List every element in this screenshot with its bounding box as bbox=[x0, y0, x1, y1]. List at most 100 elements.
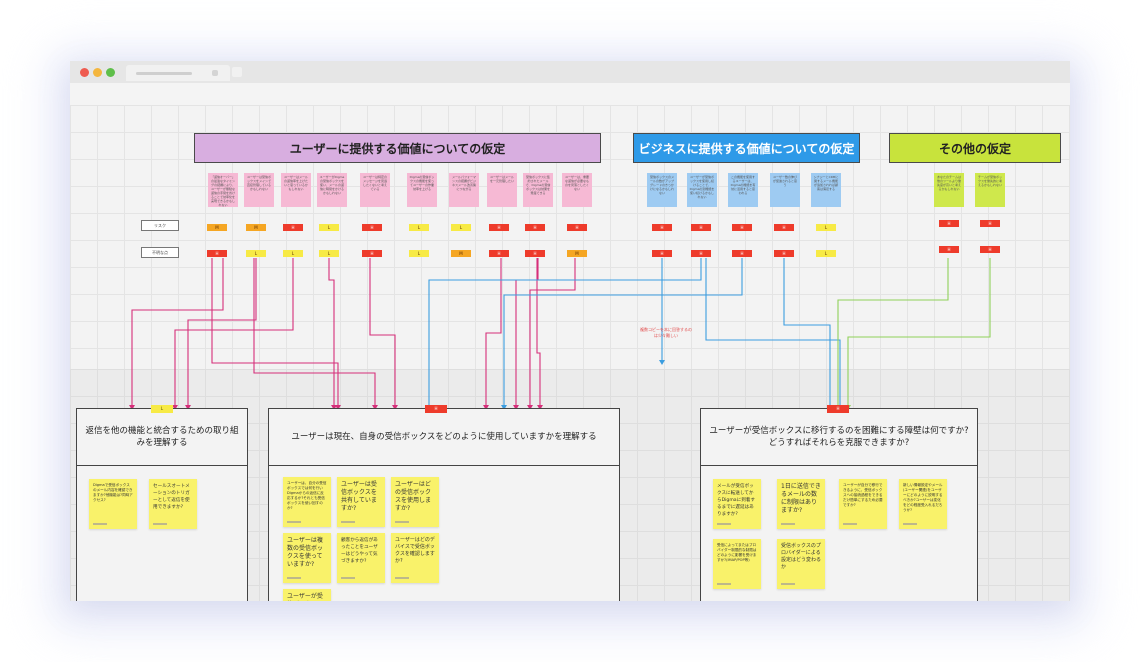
frame-3-note-2[interactable]: 1日に送信できるメールの数に制限はありますか? bbox=[777, 479, 825, 529]
hypothesis-note-business-4[interactable]: ユーザー数の伸びが促進されると思う bbox=[770, 173, 800, 207]
frame-2-note-4[interactable]: ユーザーは複数の受信ボックスを使っていますか? bbox=[283, 533, 331, 583]
title-bar bbox=[70, 61, 1070, 83]
risk-tag-user-5: H bbox=[362, 224, 382, 231]
frame-2-title: ユーザーは現在、自身の受信ボックスをどのように使用していますかを理解する bbox=[269, 409, 619, 466]
hypothesis-note-user-1[interactable]: 「返信オーバー」の最適なタイミングの把握により、ユーザーが無駄な返信の手間を省け… bbox=[208, 173, 238, 207]
note-text: メールが受信ボックスに転送してからDigmaに到着するまでに遅延はありますか? bbox=[717, 484, 755, 517]
uncertainty-tag-business-4: H bbox=[774, 250, 794, 257]
whiteboard-canvas[interactable]: ユーザーに提供する価値についての仮定 ビジネスに提供する価値についての仮定 その… bbox=[70, 105, 1070, 601]
uncertainty-tag-business-1: H bbox=[652, 250, 672, 257]
toolbar bbox=[70, 83, 1070, 105]
frame-1-tag: L bbox=[151, 405, 173, 413]
note-author bbox=[717, 523, 731, 525]
hypothesis-note-user-2[interactable]: ユーザーは受信ボックスをメインで直接管理しているかもしれない bbox=[244, 173, 274, 207]
frame-3-note-3[interactable]: ユーザーが自分で移行できるように、受信ボックスへの接続過程をできるだけ簡単にする… bbox=[839, 479, 887, 529]
hypothesis-note-business-2[interactable]: ユーザーが受信ボックスを使用し続けることで、Digmaの別機能を使い続けるかもし… bbox=[687, 173, 717, 207]
hypothesis-note-other-1[interactable]: あなたのチームは他のツールより優先度が高いと考えるかもしれない bbox=[934, 173, 964, 207]
note-author bbox=[153, 523, 167, 525]
uncertainty-tag-user-1: H bbox=[207, 250, 227, 257]
frame-2-note-2[interactable]: ユーザーは受信ボックスを共有していますか? bbox=[337, 477, 385, 527]
frame-3-note-5[interactable]: 受信によってまたはプロバイダー制限的な制限はどのように影響を受けますか?(IMA… bbox=[713, 539, 761, 589]
risk-tag-business-2: H bbox=[691, 224, 711, 231]
risk-tag-user-4: L bbox=[319, 224, 339, 231]
tab-close-icon[interactable] bbox=[212, 70, 218, 76]
minimize-window-icon[interactable] bbox=[93, 68, 102, 77]
note-text: 顧客から返信があったことをユーザーはどうやって気づきますか? bbox=[341, 538, 378, 564]
risk-tag-business-4: H bbox=[774, 224, 794, 231]
hypothesis-note-user-7[interactable]: メールパフォーマンスの把握がビジネスメール改善策につながる bbox=[449, 173, 479, 207]
note-text: ユーザーはどの受信ボックスを使用しますか? bbox=[395, 481, 432, 512]
note-text: 受信ボックスのプロバイダーによる設定はどう変わるか bbox=[781, 543, 822, 570]
note-text: ユーザーはどのデバイスで受信ボックスを確認しますか? bbox=[395, 537, 435, 564]
uncertainty-tag-user-9: H bbox=[525, 250, 545, 257]
frame-2-note-7[interactable]: ユーザーが受信ボックスを… bbox=[283, 589, 331, 601]
uncertainty-tag-user-4: L bbox=[319, 250, 339, 257]
research-frame-3[interactable]: H ユーザーが受信ボックスに移行するのを困難にする障壁は何ですか? どうすればそ… bbox=[700, 405, 978, 601]
hypothesis-note-user-3[interactable]: ユーザーはメールの返信率を上げたいと思っているかもしれない bbox=[281, 173, 311, 207]
note-text: 受信によってまたはプロバイダー制限的な制限はどのように影響を受けますか?(IMA… bbox=[717, 543, 757, 562]
uncertainty-tag-business-5: L bbox=[816, 250, 836, 257]
note-text: ユーザーは、自分の受信ボックスでは何を行いDigmaからの返信に反応するか?それ… bbox=[287, 481, 327, 510]
frame-3-tag: H bbox=[827, 405, 849, 413]
frame-3-note-4[interactable]: 新しい情報設定やメール(ユーザー関連)をユーザーにどのように説明するべきか?ユー… bbox=[899, 479, 947, 529]
hypothesis-note-user-4[interactable]: ユーザーがDigmaの受信ボックスを使い、メールの返信に時間をかけるかもしれない bbox=[317, 173, 347, 207]
note-text: Digmaで受信ボックスのメール内容を確認できますか?他機能は?同時アクセス? bbox=[93, 483, 133, 502]
header-user-value[interactable]: ユーザーに提供する価値についての仮定 bbox=[194, 133, 601, 163]
frame-2-note-1[interactable]: ユーザーは、自分の受信ボックスでは何を行いDigmaからの返信に反応するか?それ… bbox=[283, 477, 331, 527]
frame-2-note-3[interactable]: ユーザーはどの受信ボックスを使用しますか? bbox=[391, 477, 439, 527]
uncertainty-tag-other-1: H bbox=[939, 246, 959, 253]
risk-tag-user-6: L bbox=[409, 224, 429, 231]
note-author bbox=[287, 521, 301, 523]
browser-tab[interactable] bbox=[126, 65, 230, 81]
risk-tag-user-8: H bbox=[489, 224, 509, 231]
risk-tag-business-5: L bbox=[816, 224, 836, 231]
risk-tag-user-3: H bbox=[283, 224, 303, 231]
uncertainty-tag-user-3: L bbox=[283, 250, 303, 257]
close-window-icon[interactable] bbox=[80, 68, 89, 77]
header-other[interactable]: その他の仮定 bbox=[889, 133, 1061, 163]
uncertainty-tag-user-8: H bbox=[489, 250, 509, 257]
frame-2-note-6[interactable]: ユーザーはどのデバイスで受信ボックスを確認しますか? bbox=[391, 533, 439, 583]
hypothesis-note-other-2[interactable]: チームが受信ボックスを優先的に考えるかもしれない bbox=[975, 173, 1005, 207]
tab-title-placeholder bbox=[136, 72, 192, 75]
hypothesis-note-user-5[interactable]: ユーザーは特定のメッセージを見逃したくないと考えている bbox=[360, 173, 390, 207]
note-author bbox=[781, 523, 795, 525]
hypothesis-note-business-3[interactable]: この機能を使用するユーザーは、Digmaの機能を有効に活用すると思われる bbox=[728, 173, 758, 207]
risk-tag-user-7: L bbox=[451, 224, 471, 231]
note-author bbox=[93, 523, 107, 525]
hypothesis-note-user-8[interactable]: ユーザーはメールを一元管理したい bbox=[487, 173, 517, 207]
hypothesis-note-user-10[interactable]: ユーザーは、重要な返信が必要なものを見落としたくない bbox=[562, 173, 592, 207]
research-frame-2[interactable]: H ユーザーは現在、自身の受信ボックスをどのように使用していますかを理解する ユ… bbox=[268, 405, 620, 601]
risk-tag-user-2: M bbox=[246, 224, 266, 231]
uncertainty-tag-business-3: H bbox=[732, 250, 752, 257]
new-tab-icon[interactable] bbox=[232, 67, 242, 77]
hypothesis-note-user-6[interactable]: Digmaの受信ボックスの機能を使ってユーザーの作業効率を上げる bbox=[407, 173, 437, 207]
frame-3-note-1[interactable]: メールが受信ボックスに転送してからDigmaに到着するまでに遅延はありますか? bbox=[713, 479, 761, 529]
note-text: 1日に送信できるメールの数に制限はありますか? bbox=[781, 483, 821, 514]
frame-3-note-6[interactable]: 受信ボックスのプロバイダーによる設定はどう変わるか bbox=[777, 539, 825, 589]
uncertainty-tag-user-2: L bbox=[246, 250, 266, 257]
maximize-window-icon[interactable] bbox=[106, 68, 115, 77]
note-author bbox=[843, 523, 857, 525]
note-text: 新しい情報設定やメール(ユーザー関連)をユーザーにどのように説明するべきか?ユー… bbox=[903, 483, 943, 512]
uncertainty-tag-business-2: H bbox=[691, 250, 711, 257]
frame-1-note-1[interactable]: Digmaで受信ボックスのメール内容を確認できますか?他機能は?同時アクセス? bbox=[89, 479, 137, 529]
note-text: セールスオートメーションのトリガーとして返信を使用できますか? bbox=[153, 484, 190, 510]
risk-tag-business-1: H bbox=[652, 224, 672, 231]
risk-tag-other-2: H bbox=[980, 220, 1000, 227]
risk-tag-user-1: M bbox=[207, 224, 227, 231]
note-text: ユーザーは受信ボックスを共有していますか? bbox=[341, 481, 377, 512]
note-author bbox=[395, 521, 409, 523]
hypothesis-note-business-1[interactable]: 受信ボックスのメールの数がアップグレードのきっかけになるかもしれない bbox=[647, 173, 677, 207]
frame-1-title: 返信を他の機能と統合するための取り組みを理解する bbox=[77, 409, 247, 466]
note-author bbox=[341, 577, 355, 579]
frame-1-note-2[interactable]: セールスオートメーションのトリガーとして返信を使用できますか? bbox=[149, 479, 197, 529]
hypothesis-note-business-5[interactable]: シナジーとCRMに関するメール機能が追加されれば顧客は満足する bbox=[811, 173, 841, 207]
uncertainty-tag-user-10: M bbox=[567, 250, 587, 257]
header-business-value[interactable]: ビジネスに提供する価値についての仮定 bbox=[633, 133, 860, 163]
note-text: ユーザーは複数の受信ボックスを使っていますか? bbox=[287, 537, 324, 568]
browser-window: ユーザーに提供する価値についての仮定 ビジネスに提供する価値についての仮定 その… bbox=[70, 61, 1070, 601]
hypothesis-note-user-9[interactable]: 受信ボックスに集約されたメールで、Digmaの受信ボックスは効果を発揮できる bbox=[523, 173, 553, 207]
frame-2-note-5[interactable]: 顧客から返信があったことをユーザーはどうやって気づきますか? bbox=[337, 533, 385, 583]
research-frame-1[interactable]: L 返信を他の機能と統合するための取り組みを理解する Digmaで受信ボックスの… bbox=[76, 405, 248, 601]
